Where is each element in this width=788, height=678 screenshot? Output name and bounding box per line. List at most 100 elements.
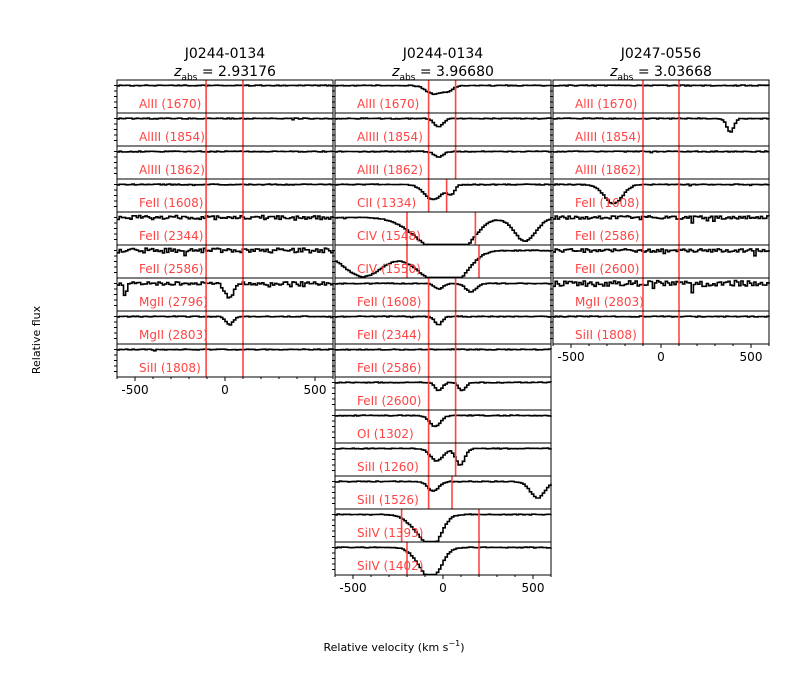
x-tick-label: 500 (522, 581, 545, 595)
panel-title: J0247-0556 (620, 46, 702, 62)
spectrum-line (335, 117, 552, 128)
x-tick-label: 0 (221, 383, 229, 397)
panel-redshift: zabs = 2.93176 (173, 64, 276, 83)
ion-label: AlII (1670) (575, 97, 637, 111)
ion-label: AlIII (1854) (575, 130, 641, 144)
spectrum-line (553, 248, 770, 257)
spectrum-line (335, 150, 552, 158)
spectrum-line (117, 84, 334, 87)
transition-subpanel: SiII (1808) (550, 310, 770, 345)
transition-subpanel: FeII (2344) (332, 310, 552, 345)
spectrum-line (117, 281, 334, 299)
transition-subpanel: AlIII (1862) (332, 145, 552, 180)
x-tick-label: 0 (657, 350, 665, 364)
spectrum-line (335, 249, 552, 279)
ion-label: MgII (2796) (139, 295, 208, 309)
spectrum-line (553, 215, 770, 224)
ion-label: AlIII (1862) (139, 163, 205, 177)
x-axis-label: Relative velocity (km s−1) (323, 639, 464, 654)
spectrum-line (335, 216, 552, 246)
y-axis-label: Relative flux (30, 305, 43, 374)
ion-label: FeII (2586) (575, 229, 639, 243)
transition-subpanel: AlII (1670) (332, 79, 552, 114)
ion-label: FeII (1608) (357, 295, 421, 309)
ion-label: CII (1334) (357, 196, 416, 210)
transition-subpanel: AlIII (1854) (332, 112, 552, 147)
spectrum-line (335, 282, 552, 293)
panel-2: J0244-0134 zabs = 3.96680 AlII (1670) AlIII… (332, 46, 552, 595)
spectrum-line (117, 247, 334, 257)
transition-subpanel: AlII (1670) (550, 79, 770, 114)
ion-label: FeII (2586) (139, 262, 203, 276)
ion-label: CIV (1548) (357, 229, 421, 243)
spectrum-line (117, 348, 334, 352)
panel-redshift: zabs = 3.03668 (609, 64, 712, 83)
transition-subpanel: MgII (2803) (550, 277, 770, 312)
transition-subpanel: SiII (1808) (114, 343, 334, 378)
ion-label: FeII (2600) (357, 394, 421, 408)
ion-label: OI (1302) (357, 427, 414, 441)
panel-3: J0247-0556 zabs = 3.03668 AlII (1670) AlIII… (550, 46, 770, 364)
transition-subpanel: OI (1302) (332, 409, 552, 444)
transition-subpanel: CIV (1548) (332, 211, 552, 246)
transition-subpanel: FeII (2600) (550, 244, 770, 279)
transition-subpanel: MgII (2796) (114, 277, 334, 312)
panel-title: J0244-0134 (402, 46, 484, 62)
ion-label: SiIV (1393) (357, 526, 423, 540)
panel-title: J0244-0134 (184, 46, 266, 62)
spectrum-line (553, 150, 769, 154)
ion-label: AlIII (1862) (357, 163, 423, 177)
ion-label: FeII (1608) (575, 196, 639, 210)
spectrum-line (335, 315, 552, 326)
spectrum-line (335, 381, 552, 392)
ion-label: MgII (2803) (575, 295, 644, 309)
transition-subpanel: FeII (2586) (114, 244, 334, 279)
transition-subpanel: FeII (2600) (332, 376, 552, 411)
spectrum-line (553, 315, 770, 318)
spectrum-line (335, 513, 552, 543)
spectrum-line (117, 183, 334, 187)
ion-label: AlIII (1854) (357, 130, 423, 144)
ion-label: MgII (2803) (139, 328, 208, 342)
spectrum-line (117, 315, 334, 326)
transition-subpanel: FeII (2344) (114, 211, 334, 246)
spectrum-line (553, 183, 770, 205)
transition-subpanel: SiIV (1393) (332, 508, 552, 543)
x-tick-label: -500 (121, 383, 148, 397)
spectrum-line (553, 84, 770, 87)
transition-subpanel: AlIII (1862) (550, 145, 770, 180)
ion-label: SiIV (1402) (357, 559, 423, 573)
transition-subpanel: AlIII (1854) (550, 112, 770, 147)
transition-subpanel: FeII (2586) (550, 211, 770, 246)
ion-label: AlII (1670) (139, 97, 201, 111)
x-tick-label: 500 (304, 383, 327, 397)
ion-label: SiII (1526) (357, 493, 419, 507)
x-tick-label: 500 (740, 350, 763, 364)
transition-subpanel: AlIII (1862) (114, 145, 334, 180)
ion-label: AlIII (1854) (139, 130, 205, 144)
ion-label: FeII (1608) (139, 196, 203, 210)
ion-label: SiII (1808) (139, 361, 201, 375)
spectrum-line (335, 414, 552, 428)
panel-1: J0244-0134 zabs = 2.93176 AlII (1670) AlIII… (114, 46, 334, 397)
transition-subpanel: CIV (1550) (332, 244, 552, 279)
x-tick-label: -500 (557, 350, 584, 364)
spectrum-line (117, 117, 334, 121)
ion-label: FeII (2600) (575, 262, 639, 276)
transition-subpanel: FeII (1608) (114, 178, 334, 213)
x-tick-label: 0 (439, 581, 447, 595)
ion-label: AlIII (1862) (575, 163, 641, 177)
spectrum-line (117, 214, 334, 221)
spectrum-line (553, 279, 770, 294)
ion-label: AlII (1670) (357, 97, 419, 111)
panel-redshift: zabs = 3.96680 (391, 64, 494, 83)
spectrum-line (335, 546, 552, 576)
transition-subpanel: SiIV (1402) (332, 541, 552, 576)
ion-label: FeII (2344) (357, 328, 421, 342)
spectrum-line (335, 84, 552, 96)
transition-subpanel: CII (1334) (332, 178, 552, 213)
transition-subpanel: SiII (1260) (332, 442, 552, 477)
ion-label: SiII (1808) (575, 328, 637, 342)
spectrum-line (335, 348, 552, 351)
